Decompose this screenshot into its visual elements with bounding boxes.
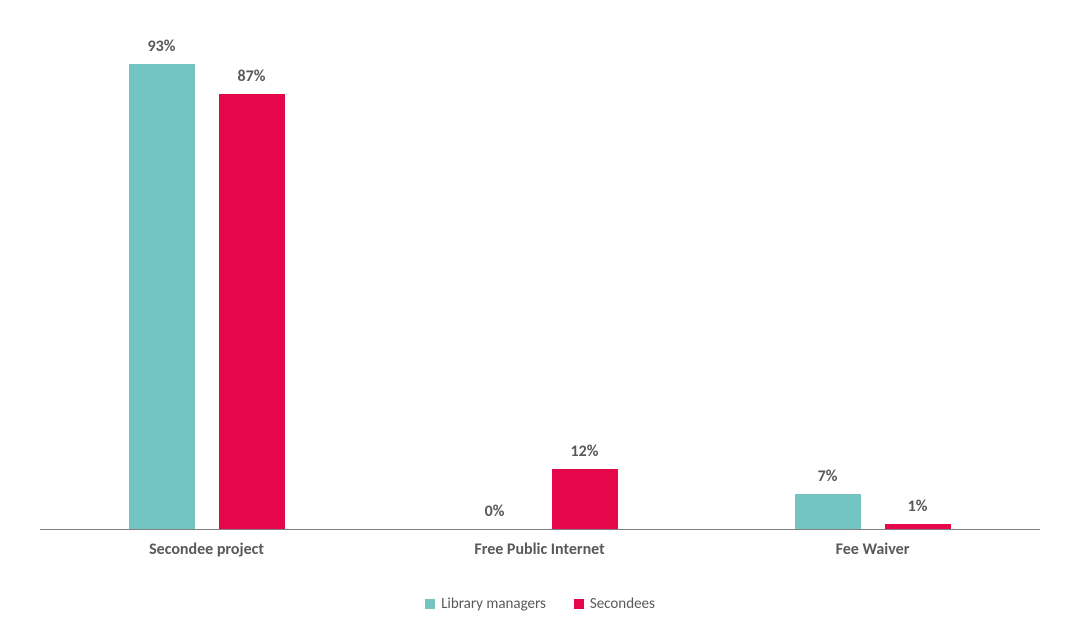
bar-value-label: 12%: [525, 442, 645, 461]
x-axis-label: Free Public Internet: [373, 540, 706, 559]
legend: Library managers Secondees: [0, 595, 1080, 614]
legend-label: Library managers: [441, 595, 546, 613]
legend-item: Secondees: [574, 595, 655, 613]
legend-swatch: [574, 599, 584, 609]
bar-group: 0% 12%: [373, 30, 706, 529]
bar-group: 7% 1%: [706, 30, 1039, 529]
bar-group: 93% 87%: [40, 30, 373, 529]
legend-label: Secondees: [590, 595, 655, 613]
bar: [795, 494, 861, 529]
bar-chart: 93% 87% 0% 12% 7% 1% Secondee projectFree Pub…: [0, 0, 1080, 626]
bar-value-label: 93%: [102, 37, 222, 56]
bar: [885, 524, 951, 529]
bar: [552, 469, 618, 529]
x-axis-label: Fee Waiver: [706, 540, 1039, 559]
bar: [219, 94, 285, 529]
plot-area: 93% 87% 0% 12% 7% 1%: [40, 30, 1040, 530]
bar-value-label: 0%: [435, 502, 555, 521]
x-axis-label: Secondee project: [40, 540, 373, 559]
bar-value-label: 1%: [858, 497, 978, 516]
bar-value-label: 87%: [192, 67, 312, 86]
legend-item: Library managers: [425, 595, 546, 613]
bar: [129, 64, 195, 529]
legend-swatch: [425, 599, 435, 609]
bar-value-label: 7%: [768, 467, 888, 486]
